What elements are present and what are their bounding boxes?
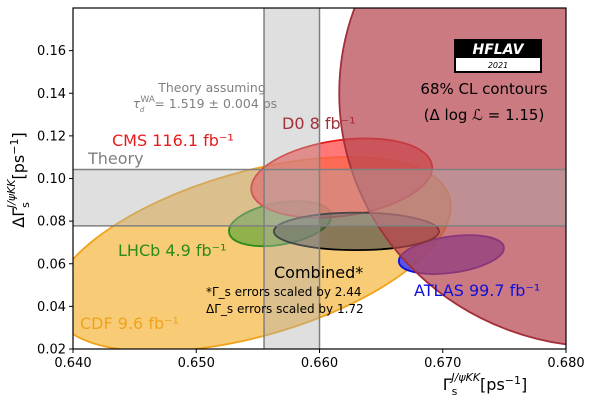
x-tick-label: 0.660 bbox=[301, 356, 338, 371]
contour-info-line1: 68% CL contours bbox=[420, 80, 547, 98]
contour-info-line2: (Δ log ℒ = 1.15) bbox=[424, 106, 545, 124]
y-tick-label: 0.06 bbox=[37, 257, 66, 272]
contour-d0 bbox=[338, 8, 566, 346]
y-tick-label: 0.10 bbox=[37, 172, 66, 187]
lhcb-label: LHCb 4.9 fb⁻¹ bbox=[118, 241, 227, 260]
hflav-logo-year: 2021 bbox=[488, 61, 508, 70]
x-tick-label: 0.670 bbox=[424, 356, 461, 371]
x-tick-label: 0.680 bbox=[547, 356, 584, 371]
y-tick-label: 0.16 bbox=[37, 44, 66, 59]
atlas-label: ATLAS 99.7 fb⁻¹ bbox=[414, 281, 540, 300]
x-axis-label: ΓsJ/ψKK[ps−1] bbox=[443, 371, 528, 398]
d0-label: D0 8 fb⁻¹ bbox=[282, 114, 356, 133]
y-axis-label: ΔΓsJ/ψKK[ps−1] bbox=[5, 132, 32, 227]
x-tick-label: 0.640 bbox=[54, 356, 91, 371]
y-tick-label: 0.02 bbox=[37, 343, 66, 358]
cdf-label: CDF 9.6 fb⁻¹ bbox=[80, 314, 179, 333]
scaling-note-line1: *Γ_s errors scaled by 2.44 bbox=[206, 285, 361, 299]
hflav-logo: HFLAV 2021 bbox=[454, 39, 542, 73]
theory-band-vertical bbox=[264, 8, 320, 349]
theory-assumption-line1: Theory assuming bbox=[157, 80, 266, 95]
combined-label: Combined* bbox=[274, 263, 363, 282]
hflav-logo-name: HFLAV bbox=[473, 42, 525, 58]
cms-label: CMS 116.1 fb⁻¹ bbox=[112, 131, 234, 150]
y-tick-label: 0.14 bbox=[37, 87, 66, 102]
theory-band-label: Theory bbox=[87, 149, 144, 168]
scaling-note-line2: ΔΓ_s errors scaled by 1.72 bbox=[206, 302, 364, 316]
y-tick-label: 0.12 bbox=[37, 129, 66, 144]
x-tick-label: 0.650 bbox=[178, 356, 215, 371]
y-tick-label: 0.08 bbox=[37, 215, 66, 230]
y-tick-label: 0.04 bbox=[37, 300, 66, 315]
theory-assumption-line2: τWA d = 1.519 ± 0.004 ps bbox=[133, 95, 277, 114]
